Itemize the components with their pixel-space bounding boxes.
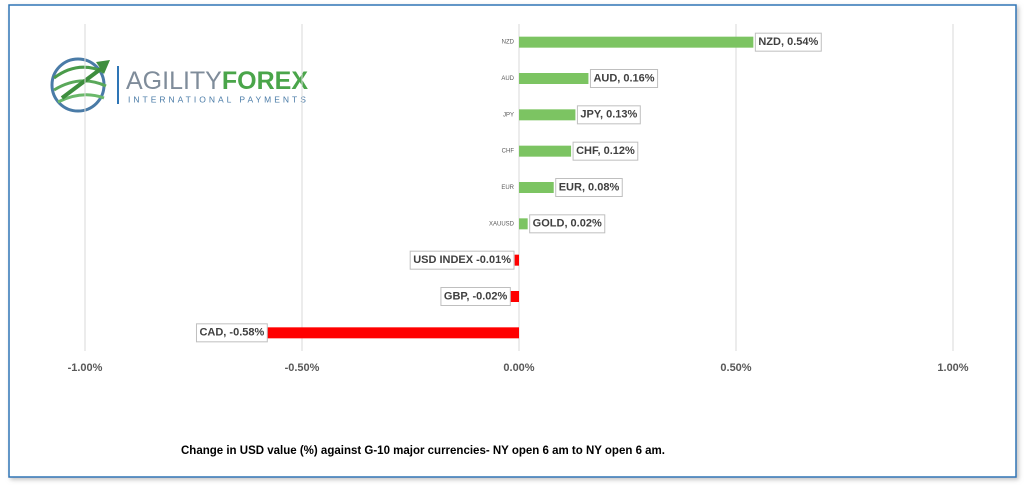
x-tick-label: 0.50% [720,362,751,374]
data-label-box [440,287,511,306]
bar [514,254,519,266]
data-label: GOLD, 0.02% [529,214,606,234]
y-tick-label: AUD [501,76,514,82]
logo-brand-1: AGILITY [126,67,222,95]
y-tick-label: CHF [502,149,515,155]
y-tick-label: EUR [501,185,514,191]
data-label-box [576,105,641,125]
bar [519,182,554,193]
x-tick-label: 1.00% [937,362,968,374]
data-label-box [555,178,623,197]
data-label: JPY, 0.13% [576,105,641,125]
x-tick-label: 0.00% [503,362,534,374]
bar [519,36,754,48]
data-label-text: CHF, 0.12% [576,145,635,157]
logo: AGILITYFOREX INTERNATIONAL PAYMENTS [50,57,309,113]
data-label-box [572,141,639,161]
data-label-box [409,250,515,270]
data-label: NZD, 0.54% [754,32,822,52]
data-label-text: NZD, 0.54% [758,36,818,48]
data-label-text: JPY, 0.13% [580,109,637,121]
data-label: USD INDEX -0.01% [409,250,515,270]
logo-brand: AGILITYFOREX [126,67,308,95]
data-label-text: EUR, 0.08% [559,181,620,193]
data-label-text: GOLD, 0.02% [533,218,602,230]
data-label: CAD, -0.58% [195,323,268,343]
x-tick-label: -1.00% [68,362,103,374]
data-label: CHF, 0.12% [572,141,639,161]
data-label-text: AUD, 0.16% [593,72,654,84]
data-label: EUR, 0.08% [555,178,623,197]
data-label-text: CAD, -0.58% [199,327,264,339]
bar [519,145,572,157]
data-label-text: USD INDEX -0.01% [413,254,511,266]
logo-tagline: INTERNATIONAL PAYMENTS [128,94,309,104]
data-label: GBP, -0.02% [440,287,511,306]
x-tick-label: -0.50% [285,362,320,374]
bar [519,73,589,84]
chart-caption: Change in USD value (%) against G-10 maj… [181,445,665,457]
bar [510,291,519,302]
data-label-text: GBP, -0.02% [444,290,508,302]
bar [519,109,576,121]
bar [267,327,519,339]
data-label-box [589,69,659,88]
data-label-box [529,214,606,234]
data-label-box [754,32,822,52]
frame [8,4,1017,478]
data-label: AUD, 0.16% [589,69,659,88]
y-tick-label: XAUUSD [489,221,515,227]
logo-globe [50,57,110,113]
y-tick-label: NZD [502,40,515,46]
y-tick-label: JPY [503,112,514,118]
data-label-box [195,323,268,343]
bar [519,218,528,230]
logo-brand-2: FOREX [222,67,308,95]
